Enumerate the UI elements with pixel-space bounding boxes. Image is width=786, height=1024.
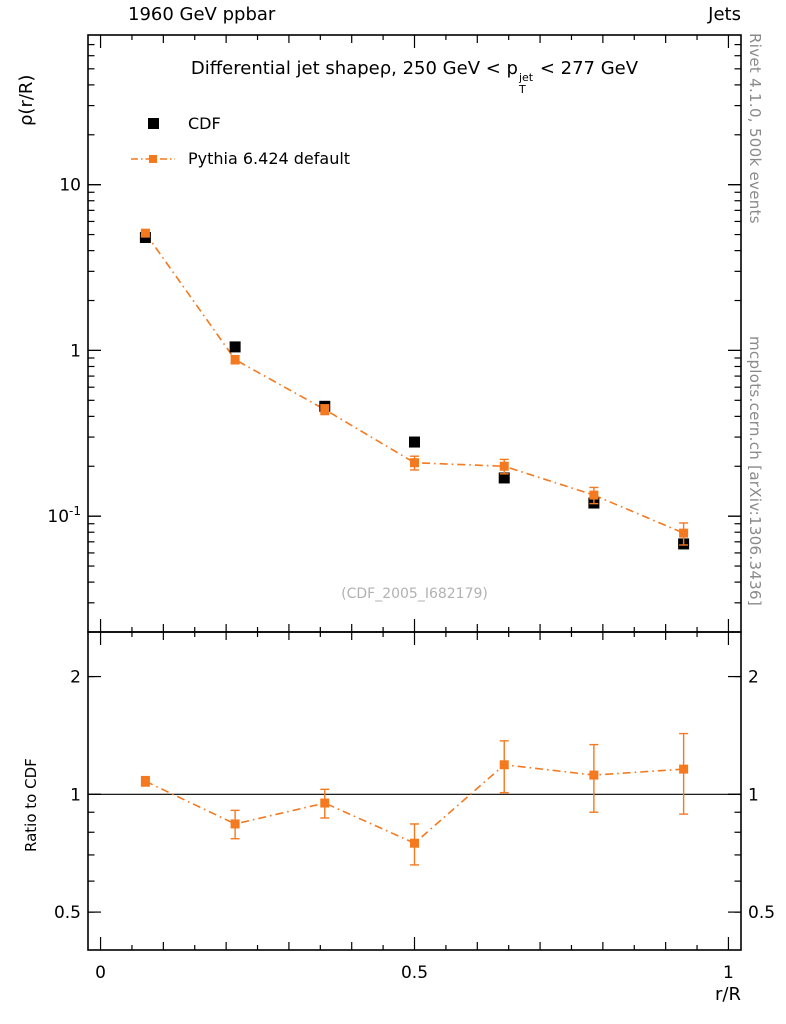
legend-label-cdf: CDF [188, 114, 221, 133]
cdf-square-icon [147, 118, 159, 129]
plot-title-part1: Differential jet shapeρ, 250 GeV < p [190, 58, 518, 79]
svg-text:10: 10 [59, 176, 81, 196]
svg-text:10-1: 10-1 [47, 504, 81, 527]
pythia-marker [130, 153, 176, 165]
pythia-dashdot-square-icon [131, 154, 175, 163]
svg-text:1: 1 [748, 785, 759, 805]
plot-title: Differential jet shapeρ, 250 GeV < p jet T… [88, 58, 741, 95]
svg-text:2: 2 [748, 668, 759, 688]
legend-label-pythia: Pythia 6.424 default [188, 149, 351, 168]
rivet-version-label: Rivet 4.1.0, 500k events [746, 33, 764, 224]
svg-text:0.5: 0.5 [54, 903, 81, 923]
svg-text:0.5: 0.5 [401, 963, 428, 983]
svg-text:0.5: 0.5 [748, 903, 775, 923]
svg-text:1: 1 [70, 785, 81, 805]
svg-text:2: 2 [70, 668, 81, 688]
svg-text:0: 0 [95, 963, 106, 983]
ratio-y-axis-label: Ratio to CDF [22, 758, 40, 852]
legend-item-cdf: CDF [130, 106, 350, 141]
analysis-id-watermark: (CDF_2005_I682179) [341, 586, 488, 602]
svg-text:1: 1 [723, 963, 734, 983]
legend-item-pythia: Pythia 6.424 default [130, 141, 350, 176]
x-axis-label: r/R [715, 984, 741, 1005]
plot-title-part2: < 277 GeV [534, 58, 639, 79]
svg-text:1: 1 [70, 341, 81, 361]
beam-energy-label: 1960 GeV ppbar [128, 4, 276, 25]
cdf-marker [130, 118, 176, 129]
mcplots-citation-label: mcplots.cern.ch [arXiv:1306.3436] [746, 336, 764, 606]
pt-subscript: T [518, 82, 526, 96]
legend: CDF Pythia 6.424 default [130, 106, 350, 176]
jets-label: Jets [708, 4, 741, 25]
pt-superscript: jet [518, 71, 534, 84]
pt-jet-symbol: jet T [519, 72, 533, 95]
main-y-axis-label: ρ(r/R) [16, 74, 37, 126]
